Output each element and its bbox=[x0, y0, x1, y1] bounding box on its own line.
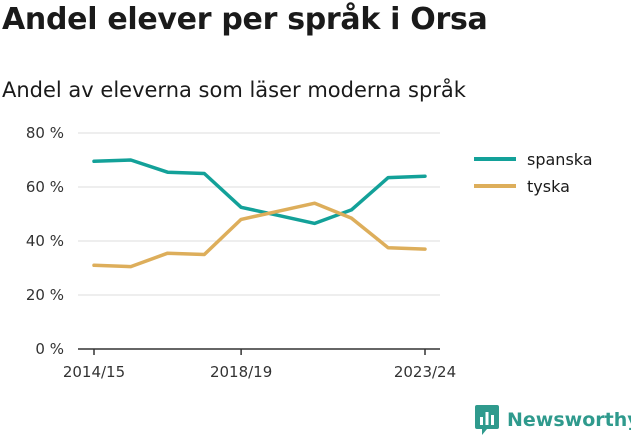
legend: spanska tyska bbox=[474, 150, 593, 196]
chart-subtitle: Andel av eleverna som läser moderna språ… bbox=[2, 78, 466, 102]
chart-title: Andel elever per språk i Orsa bbox=[2, 2, 488, 37]
x-tick-label: 2023/24 bbox=[394, 363, 456, 381]
y-axis-labels: 0 % 20 % 40 % 60 % 80 % bbox=[26, 124, 64, 358]
legend-label-tyska: tyska bbox=[527, 177, 570, 196]
y-tick-label: 0 % bbox=[35, 340, 64, 358]
newsworthy-brand: Newsworthy bbox=[475, 405, 631, 435]
y-tick-label: 20 % bbox=[26, 286, 64, 304]
x-tick-label: 2014/15 bbox=[63, 363, 125, 381]
series-lines bbox=[92, 158, 427, 269]
legend-label-spanska: spanska bbox=[527, 150, 593, 169]
x-axis: 2014/15 2018/19 2023/24 bbox=[63, 348, 456, 381]
brand-name: Newsworthy bbox=[507, 409, 631, 431]
series-line-tyska bbox=[92, 201, 427, 269]
y-tick-label: 80 % bbox=[26, 124, 64, 142]
newsworthy-logo-icon bbox=[475, 405, 499, 435]
x-tick-label: 2018/19 bbox=[210, 363, 272, 381]
series-line-spanska bbox=[92, 158, 427, 226]
y-tick-label: 40 % bbox=[26, 232, 64, 250]
y-tick-label: 60 % bbox=[26, 178, 64, 196]
